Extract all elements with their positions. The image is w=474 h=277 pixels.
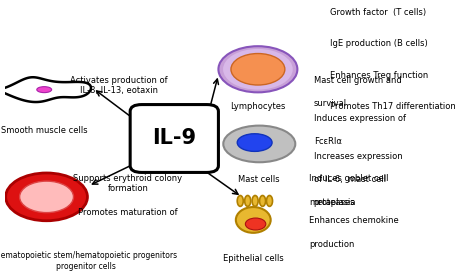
- Text: IL-9: IL-9: [152, 129, 196, 148]
- Text: Promotes maturation of: Promotes maturation of: [78, 208, 178, 217]
- Ellipse shape: [260, 196, 265, 206]
- Text: Increases expression: Increases expression: [314, 152, 402, 161]
- Polygon shape: [0, 77, 91, 102]
- Text: survival: survival: [314, 99, 347, 108]
- Text: Enhances chemokine: Enhances chemokine: [309, 216, 399, 225]
- Text: Hematopoietic stem/hematopoietic progenitors
progenitor cells: Hematopoietic stem/hematopoietic progeni…: [0, 251, 177, 271]
- Text: proteases: proteases: [314, 198, 355, 207]
- Text: Smooth muscle cells: Smooth muscle cells: [1, 126, 88, 135]
- Ellipse shape: [223, 125, 295, 162]
- Text: Lymphocytes: Lymphocytes: [230, 102, 286, 111]
- Text: Mast cells: Mast cells: [238, 175, 280, 184]
- Ellipse shape: [236, 207, 271, 233]
- Text: Growth factor  (T cells): Growth factor (T cells): [330, 8, 426, 17]
- Ellipse shape: [237, 196, 243, 206]
- Text: Induces expression of: Induces expression of: [314, 114, 406, 123]
- Ellipse shape: [252, 196, 258, 206]
- Ellipse shape: [37, 87, 52, 93]
- Text: Epithelial cells: Epithelial cells: [223, 254, 283, 263]
- Text: of IL-6,  mast cell: of IL-6, mast cell: [314, 175, 386, 184]
- Ellipse shape: [266, 196, 273, 206]
- Ellipse shape: [245, 196, 251, 206]
- Text: production: production: [309, 240, 355, 249]
- Circle shape: [19, 181, 73, 213]
- Circle shape: [246, 218, 266, 230]
- Circle shape: [219, 46, 297, 92]
- Text: Activates production of
IL-8, IL-13, eotaxin: Activates production of IL-8, IL-13, eot…: [70, 76, 167, 95]
- Text: Promotes Th17 differentiation: Promotes Th17 differentiation: [330, 102, 456, 111]
- Text: Induces goblet cell: Induces goblet cell: [309, 174, 389, 183]
- Text: FcεRIα: FcεRIα: [314, 137, 342, 146]
- Circle shape: [223, 49, 293, 90]
- Text: Mast cell growth and: Mast cell growth and: [314, 76, 401, 85]
- Text: Enhances Treg function: Enhances Treg function: [330, 71, 428, 79]
- Circle shape: [6, 173, 87, 221]
- Ellipse shape: [237, 134, 272, 152]
- FancyBboxPatch shape: [130, 104, 219, 172]
- Text: Supports erythroid colony
formation: Supports erythroid colony formation: [73, 174, 182, 193]
- Text: IgE production (B cells): IgE production (B cells): [330, 39, 428, 48]
- Circle shape: [231, 53, 285, 85]
- Text: metaplasia: metaplasia: [309, 198, 356, 207]
